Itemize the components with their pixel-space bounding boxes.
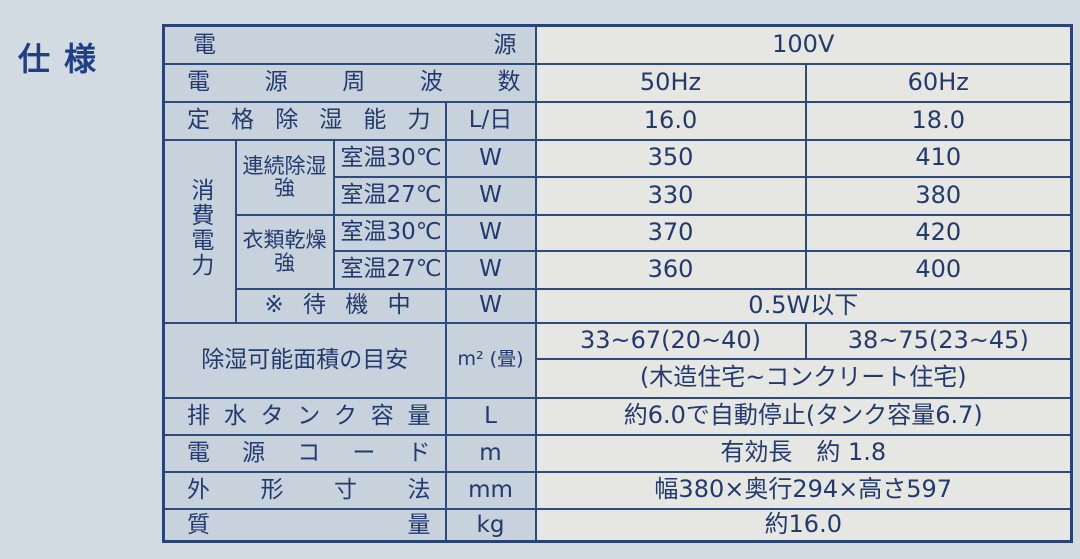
row-tank: 排水タンク容量 L 約6.0で自動停止(タンク容量6.7) <box>162 396 1073 436</box>
capacity-60: 18.0 <box>804 100 1073 141</box>
label-power-text: 消費電力 <box>186 178 213 279</box>
label-temp: 室温27℃ <box>332 249 447 290</box>
value: 380 <box>804 175 1073 216</box>
label-frequency: 電源周波数 <box>162 62 537 103</box>
row-power-laundry-27: 室温27℃ W 360 400 <box>164 249 1073 290</box>
value: 420 <box>804 213 1073 252</box>
row-power-laundry-30: 衣類乾燥強 室温30℃ W 370 420 <box>164 213 1073 290</box>
area-note: (木造住宅~コンクリート住宅) <box>534 357 1073 399</box>
label-laundry: 衣類乾燥強 <box>234 213 335 290</box>
value: 330 <box>534 175 807 216</box>
label-capacity: 定格除湿能力 <box>162 100 447 141</box>
value-voltage: 100V <box>534 24 1073 65</box>
label-power: 消費電力 <box>162 138 237 324</box>
row-area: 除湿可能面積の目安 m² (畳) 33~67(20~40) 38~75(23~4… <box>162 321 1073 399</box>
value-dims: 幅380×奥行294×高さ597 <box>534 470 1073 510</box>
value-tank: 約6.0で自動停止(タンク容量6.7) <box>534 396 1073 436</box>
row-dims: 外形寸法 mm 幅380×奥行294×高さ597 <box>162 470 1073 510</box>
label-temp: 室温27℃ <box>332 175 447 216</box>
value: 350 <box>534 138 807 178</box>
area-60: 38~75(23~45) <box>804 321 1073 360</box>
unit-area: m² (畳) <box>444 321 537 399</box>
label-mass: 質量 <box>162 507 447 543</box>
row-power-cont-27: 室温27℃ W 330 380 <box>164 175 1073 216</box>
row-area-note: (木造住宅~コンクリート住宅) <box>164 357 1073 399</box>
value-standby: 0.5W以下 <box>534 287 1073 324</box>
row-cord: 電源コード m 有効長 約 1.8 <box>162 433 1073 473</box>
value-cord: 有効長 約 1.8 <box>534 433 1073 473</box>
unit: W <box>444 249 537 290</box>
unit: L <box>444 396 537 436</box>
unit: mm <box>444 470 537 510</box>
value: 410 <box>804 138 1073 178</box>
value: 370 <box>534 213 807 252</box>
label-tank: 排水タンク容量 <box>162 396 447 436</box>
area-50: 33~67(20~40) <box>534 321 807 360</box>
unit: W <box>444 213 537 252</box>
label-temp: 室温30℃ <box>332 138 447 178</box>
label-standby: ※ 待 機 中 <box>234 287 447 324</box>
unit: m <box>444 433 537 473</box>
row-power-cont-30: 消費電力 連続除湿強 室温30℃ W 350 410 <box>162 138 1073 324</box>
value: 400 <box>804 249 1073 290</box>
unit: W <box>444 287 537 324</box>
value-60hz: 60Hz <box>804 62 1073 103</box>
row-voltage: 電源 100V <box>162 24 1073 65</box>
unit: W <box>444 175 537 216</box>
label-voltage-right: 源 <box>493 31 517 58</box>
value: 360 <box>534 249 807 290</box>
row-frequency: 電源周波数 50Hz 60Hz <box>162 62 1073 103</box>
unit: kg <box>444 507 537 543</box>
row-capacity: 定格除湿能力 L/日 16.0 18.0 <box>162 100 1073 141</box>
label-area: 除湿可能面積の目安 <box>162 321 447 399</box>
spec-table: 電源 100V 電源周波数 50Hz 60Hz 定格除湿能力 L/日 16.0 … <box>162 24 1074 543</box>
unit: W <box>444 138 537 178</box>
label-voltage-left: 電 <box>193 31 216 58</box>
capacity-50: 16.0 <box>534 100 807 141</box>
value-50hz: 50Hz <box>534 62 807 103</box>
label-voltage: 電源 <box>162 24 537 65</box>
label-continuous: 連続除湿強 <box>234 138 335 216</box>
row-standby: ※ 待 機 中 W 0.5W以下 <box>164 287 1073 324</box>
row-mass: 質量 kg 約16.0 <box>162 507 1073 543</box>
label-cord: 電源コード <box>162 433 447 473</box>
section-title: 仕様 <box>18 40 111 78</box>
value-mass: 約16.0 <box>534 507 1073 543</box>
unit-capacity: L/日 <box>444 100 537 141</box>
label-temp: 室温30℃ <box>332 213 447 252</box>
label-dims: 外形寸法 <box>162 470 447 510</box>
